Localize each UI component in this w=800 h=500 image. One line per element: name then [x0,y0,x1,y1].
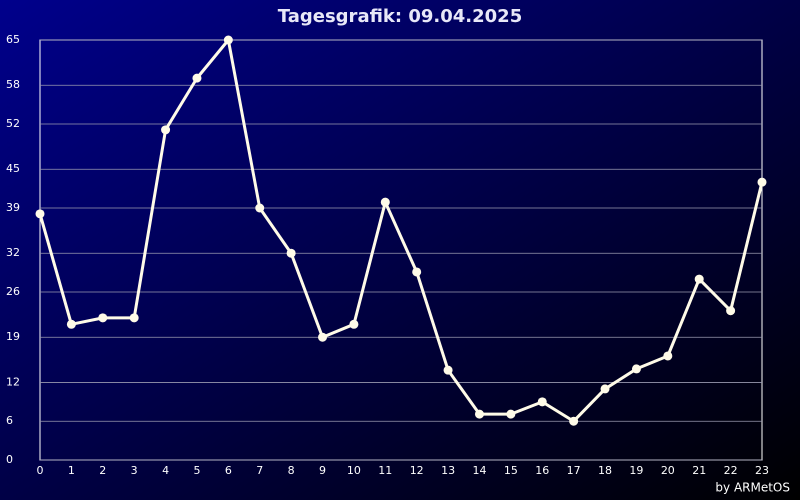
data-point [600,384,610,394]
x-tick-label: 4 [162,464,169,477]
y-tick-label: 6 [6,414,13,427]
y-tick-label: 19 [6,330,20,343]
x-tick-label: 5 [193,464,200,477]
x-tick-label: 19 [629,464,643,477]
data-point [349,319,359,329]
y-tick-label: 0 [6,453,13,466]
y-tick-label: 58 [6,78,20,91]
y-tick-label: 12 [6,375,20,388]
x-tick-label: 8 [288,464,295,477]
data-point [663,351,673,361]
y-tick-label: 39 [6,201,20,214]
x-tick-label: 1 [68,464,75,477]
chart-title: Tagesgrafik: 09.04.2025 [278,6,522,27]
x-tick-label: 20 [661,464,675,477]
y-tick-label: 65 [6,33,20,46]
y-tick-label: 52 [6,117,20,130]
data-point [694,274,704,284]
x-tick-label: 17 [567,464,581,477]
data-point [537,397,547,407]
data-point [443,365,453,375]
x-tick-label: 23 [755,464,769,477]
data-line [38,38,764,423]
data-point [223,35,233,45]
y-tick-label: 26 [6,285,20,298]
x-tick-label: 21 [692,464,706,477]
data-point [66,319,76,329]
data-point [255,203,265,213]
x-tick-label: 14 [472,464,486,477]
data-point [757,177,767,187]
data-point [98,313,108,323]
x-tick-label: 2 [99,464,106,477]
x-tick-label: 22 [724,464,738,477]
x-tick-label: 13 [441,464,455,477]
data-point [412,267,422,277]
data-point [569,416,579,426]
x-tick-label: 6 [225,464,232,477]
x-tick-label: 12 [410,464,424,477]
x-tick-label: 15 [504,464,518,477]
x-tick-label: 10 [347,464,361,477]
y-tick-label: 32 [6,246,20,259]
data-point [318,332,328,342]
data-point [129,313,139,323]
data-point [474,409,484,419]
x-tick-label: 7 [256,464,263,477]
data-point [161,125,171,135]
x-tick-label: 18 [598,464,612,477]
data-point [506,409,516,419]
x-tick-label: 16 [535,464,549,477]
x-tick-label: 3 [131,464,138,477]
x-tick-label: 0 [37,464,44,477]
data-point [380,197,390,207]
data-point [286,248,296,258]
x-tick-label: 9 [319,464,326,477]
data-point [631,364,641,374]
data-point [192,73,202,83]
data-point [726,306,736,316]
y-tick-label: 45 [6,162,20,175]
data-point [35,209,45,219]
credit: by ARMetOS [715,481,790,495]
x-tick-label: 11 [378,464,392,477]
